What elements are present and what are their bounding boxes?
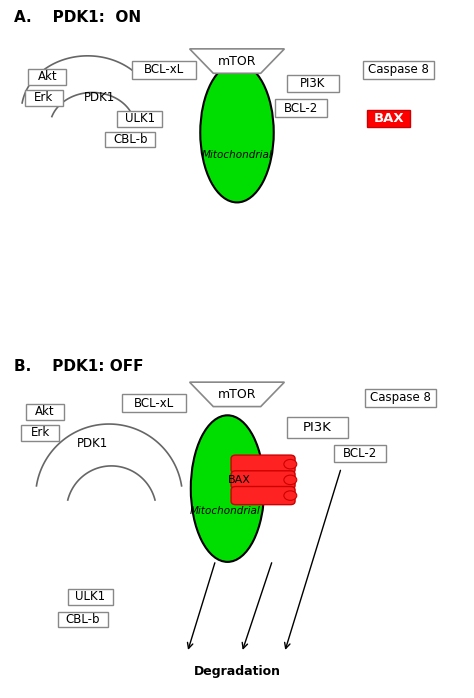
FancyBboxPatch shape: [231, 470, 295, 489]
FancyBboxPatch shape: [287, 417, 348, 438]
Text: CBL-b: CBL-b: [66, 613, 100, 626]
Text: BAX: BAX: [374, 112, 404, 125]
Circle shape: [284, 459, 297, 469]
Ellipse shape: [200, 63, 274, 202]
FancyBboxPatch shape: [367, 110, 410, 127]
FancyBboxPatch shape: [363, 61, 434, 79]
Polygon shape: [190, 383, 284, 406]
FancyBboxPatch shape: [58, 611, 108, 628]
Text: Caspase 8: Caspase 8: [368, 64, 428, 76]
Text: Degradation: Degradation: [193, 664, 281, 678]
Text: mTOR: mTOR: [218, 54, 256, 68]
FancyBboxPatch shape: [117, 111, 162, 126]
Text: Erk: Erk: [31, 426, 50, 439]
Text: A.    PDK1:  ON: A. PDK1: ON: [14, 10, 141, 25]
Text: Mitochondrial: Mitochondrial: [201, 150, 273, 161]
Text: BCL-2: BCL-2: [343, 447, 377, 460]
Text: ULK1: ULK1: [75, 591, 105, 603]
Text: CBL-b: CBL-b: [113, 133, 147, 146]
Ellipse shape: [191, 415, 264, 562]
FancyBboxPatch shape: [334, 445, 386, 463]
FancyBboxPatch shape: [275, 100, 327, 117]
FancyBboxPatch shape: [231, 455, 295, 473]
Text: Akt: Akt: [37, 70, 57, 83]
FancyBboxPatch shape: [21, 425, 59, 440]
Text: BCL-xL: BCL-xL: [144, 64, 183, 76]
Text: Caspase 8: Caspase 8: [370, 392, 431, 404]
FancyBboxPatch shape: [26, 404, 64, 419]
FancyBboxPatch shape: [67, 589, 113, 604]
Text: PI3K: PI3K: [303, 421, 332, 434]
Text: Mitochondrial: Mitochondrial: [190, 506, 261, 517]
Text: BCL-xL: BCL-xL: [134, 396, 174, 410]
Text: Akt: Akt: [35, 406, 55, 418]
FancyBboxPatch shape: [287, 75, 339, 93]
FancyBboxPatch shape: [28, 69, 66, 84]
Text: PDK1: PDK1: [77, 437, 108, 450]
Text: Erk: Erk: [34, 91, 53, 104]
FancyBboxPatch shape: [365, 389, 436, 406]
Text: BCL-2: BCL-2: [284, 102, 318, 114]
Polygon shape: [190, 49, 284, 73]
FancyBboxPatch shape: [131, 61, 195, 79]
FancyBboxPatch shape: [231, 487, 295, 505]
Text: ULK1: ULK1: [125, 112, 155, 125]
Text: BAX: BAX: [228, 475, 251, 485]
FancyBboxPatch shape: [122, 394, 186, 412]
Circle shape: [284, 491, 297, 500]
Text: mTOR: mTOR: [218, 388, 256, 401]
Circle shape: [284, 475, 297, 484]
Text: PDK1: PDK1: [84, 91, 115, 104]
Text: PI3K: PI3K: [300, 77, 326, 90]
Text: B.    PDK1: OFF: B. PDK1: OFF: [14, 359, 144, 374]
FancyBboxPatch shape: [25, 90, 63, 105]
FancyBboxPatch shape: [106, 132, 155, 147]
